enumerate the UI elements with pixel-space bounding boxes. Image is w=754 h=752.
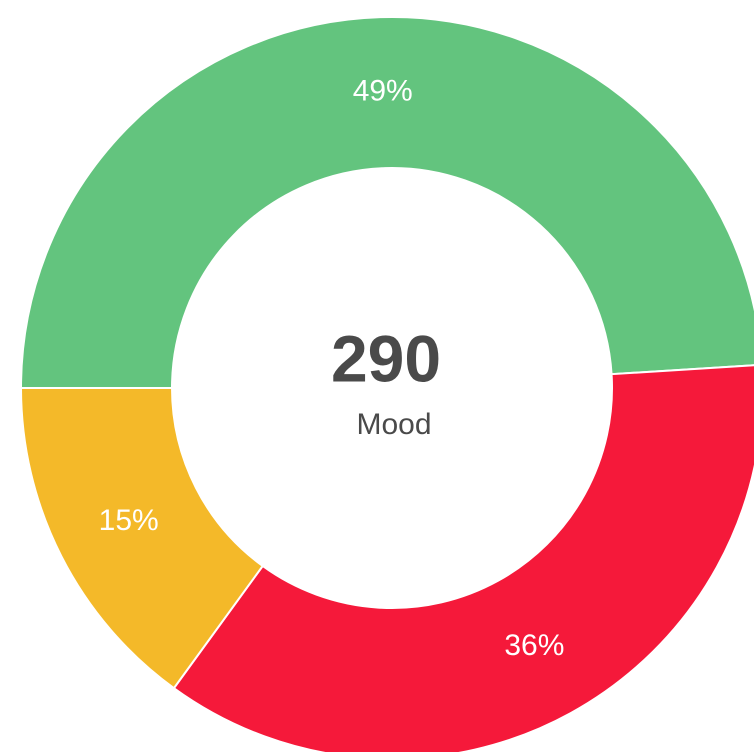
- slice-label: 36%: [504, 629, 564, 662]
- slices: 49% 36% 15%: [19, 16, 754, 752]
- center-label: Mood: [356, 408, 431, 441]
- slice: [19, 387, 265, 690]
- slice: [172, 364, 754, 752]
- slice-label: 15%: [99, 504, 159, 537]
- center-total: 290: [331, 321, 441, 395]
- slice: [19, 16, 754, 389]
- slice-label: 49%: [353, 75, 413, 108]
